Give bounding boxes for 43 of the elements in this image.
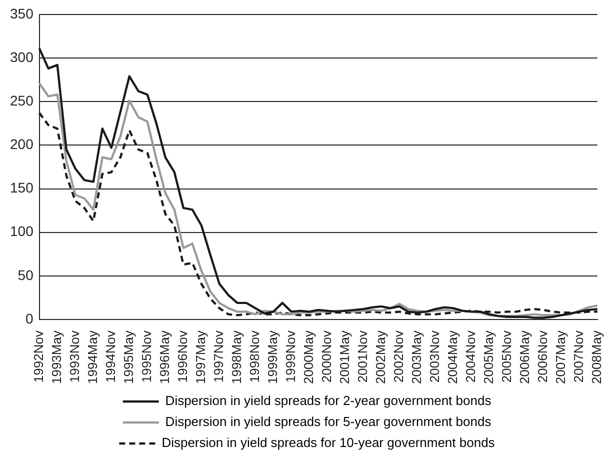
x-tick-label: 2001May [336, 330, 352, 384]
x-tick-label: 2001Nov [354, 330, 370, 383]
y-tick-label: 100 [10, 223, 34, 240]
x-tick-label: 2003Nov [426, 330, 442, 383]
x-tick-label: 1997Nov [210, 330, 226, 383]
y-tick-label: 350 [10, 5, 34, 22]
x-tick-label: 2000Nov [318, 330, 334, 383]
x-tick-label: 1999May [264, 330, 280, 384]
y-tick-label: 200 [10, 136, 34, 152]
x-tick-label: 2007Nov [570, 330, 586, 383]
x-tick-label: 2002May [372, 330, 388, 384]
x-tick-label: 1994May [84, 330, 100, 384]
y-tick-label: 300 [10, 48, 34, 65]
x-tick-label: 2004Nov [462, 330, 478, 383]
x-tick-label: 2005Nov [498, 330, 514, 383]
x-tick-label: 1993Nov [66, 330, 82, 383]
y-tick-label: 0 [26, 310, 34, 326]
y-tick-label: 150 [10, 180, 34, 196]
x-tick-label: 1997May [192, 330, 208, 384]
x-tick-label: 2008May [588, 330, 604, 384]
x-tick-label: 2003May [408, 330, 424, 384]
x-tick-label: 2007May [552, 330, 568, 384]
x-tick-label: 1993May [48, 330, 64, 384]
y-tick-label: 250 [10, 92, 34, 108]
x-tick-label: 1996Nov [174, 330, 190, 383]
x-tick-label: 1995Nov [138, 330, 154, 383]
x-tick-label: 2004May [444, 330, 460, 384]
y-tick-label: 50 [18, 266, 34, 283]
x-tick-label: 1998Nov [246, 330, 262, 383]
x-tick-label: 1992Nov [30, 330, 46, 383]
x-tick-label: 2002Nov [390, 330, 406, 383]
x-tick-label: 2006May [516, 330, 532, 384]
x-tick-label: 1999Nov [282, 330, 298, 383]
x-tick-label: 2006Nov [534, 330, 550, 383]
x-tick-label: 1994Nov [102, 330, 118, 383]
x-tick-label: 1998May [228, 330, 244, 384]
legend-label: Dispersion in yield spreads for 10-year government bonds [162, 435, 496, 450]
x-tick-label: 2000May [300, 330, 316, 384]
legend-label: Dispersion in yield spreads for 2-year government bonds [165, 393, 492, 408]
legend-label: Dispersion in yield spreads for 5-year government bonds [165, 414, 492, 430]
x-tick-label: 2005May [480, 330, 496, 384]
x-tick-label: 1996May [156, 330, 172, 384]
x-tick-label: 1995May [120, 330, 136, 384]
